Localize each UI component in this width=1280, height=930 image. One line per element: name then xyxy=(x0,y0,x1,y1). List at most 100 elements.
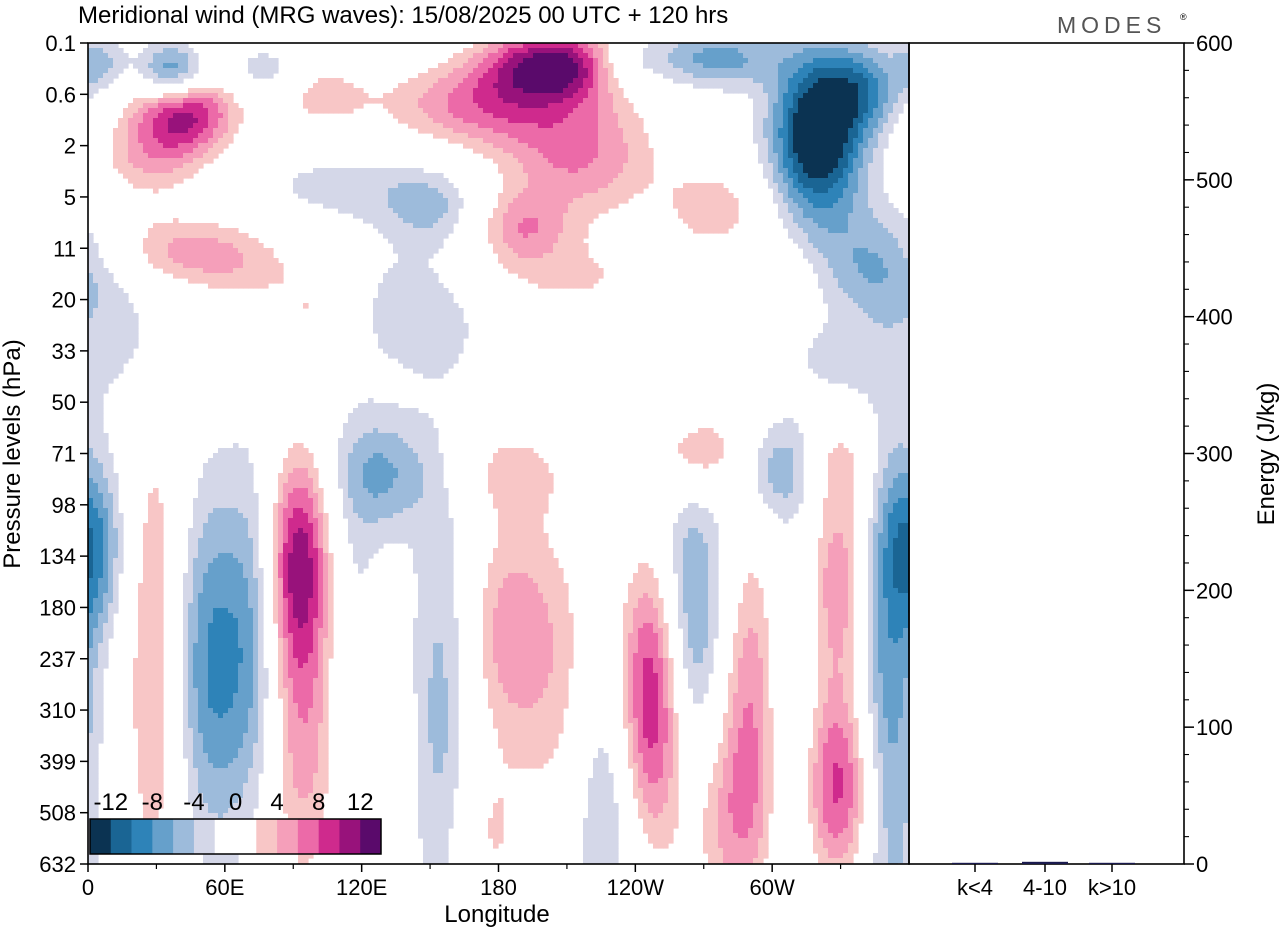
field-cell xyxy=(798,43,804,49)
field-cell xyxy=(178,48,184,54)
field-cell xyxy=(538,213,544,219)
field-cell xyxy=(408,78,414,84)
field-cell xyxy=(333,108,339,114)
field-cell xyxy=(868,198,874,204)
field-cell xyxy=(808,193,814,199)
field-cell xyxy=(793,148,799,154)
field-cell xyxy=(168,78,174,84)
field-cell xyxy=(133,128,139,134)
field-cell xyxy=(228,138,234,144)
field-cell xyxy=(508,88,514,94)
field-cell xyxy=(713,68,719,74)
field-cell xyxy=(483,48,489,54)
field-cell xyxy=(848,198,854,204)
field-cell xyxy=(203,158,209,164)
field-cell xyxy=(678,78,684,84)
field-cell xyxy=(513,223,519,229)
field-cell xyxy=(528,278,534,284)
field-cell xyxy=(883,98,889,104)
field-cell xyxy=(263,248,269,254)
field-cell xyxy=(263,53,269,59)
field-cell xyxy=(293,178,299,184)
field-cell xyxy=(508,158,514,164)
field-cell xyxy=(573,178,579,184)
field-cell xyxy=(708,203,714,209)
field-cell xyxy=(518,218,524,224)
field-cell xyxy=(693,53,699,59)
field-cell xyxy=(833,328,839,334)
field-cell xyxy=(853,293,859,299)
field-cell xyxy=(588,198,594,204)
field-cell xyxy=(818,198,824,204)
field-cell xyxy=(823,338,829,344)
field-cell xyxy=(538,73,544,79)
field-cell xyxy=(318,93,324,99)
field-cell xyxy=(193,268,199,274)
field-cell xyxy=(833,263,839,269)
field-cell xyxy=(133,123,139,129)
field-cell xyxy=(778,103,784,109)
field-cell xyxy=(558,213,564,219)
field-cell xyxy=(578,228,584,234)
field-cell xyxy=(778,178,784,184)
field-cell xyxy=(368,218,374,224)
field-cell xyxy=(153,108,159,114)
field-cell xyxy=(143,143,149,149)
field-cell xyxy=(773,88,779,94)
field-cell xyxy=(388,273,394,279)
field-cell xyxy=(498,228,504,234)
field-cell xyxy=(828,103,834,109)
field-cell xyxy=(853,233,859,239)
field-cell xyxy=(598,133,604,139)
field-cell xyxy=(93,258,99,264)
field-cell xyxy=(418,238,424,244)
field-cell xyxy=(528,208,534,214)
field-cell xyxy=(148,103,154,109)
field-cell xyxy=(873,173,879,179)
field-cell xyxy=(838,68,844,74)
field-cell xyxy=(513,138,519,144)
field-cell xyxy=(533,248,539,254)
field-cell xyxy=(153,228,159,234)
field-cell xyxy=(443,288,449,294)
field-cell xyxy=(183,223,189,229)
field-cell xyxy=(398,278,404,284)
field-cell xyxy=(783,173,789,179)
field-cell xyxy=(143,58,149,64)
field-cell xyxy=(703,78,709,84)
field-cell xyxy=(398,173,404,179)
field-cell xyxy=(558,68,564,74)
field-cell xyxy=(468,88,474,94)
field-cell xyxy=(903,318,909,324)
field-cell xyxy=(593,153,599,159)
field-cell xyxy=(843,208,849,214)
field-cell xyxy=(418,293,424,299)
field-cell xyxy=(878,178,884,184)
field-cell xyxy=(548,283,554,289)
field-cell xyxy=(458,98,464,104)
field-cell xyxy=(133,333,139,339)
field-cell xyxy=(173,163,179,169)
field-cell xyxy=(473,53,479,59)
field-cell xyxy=(613,78,619,84)
field-cell xyxy=(793,133,799,139)
field-cell xyxy=(848,103,854,109)
field-cell xyxy=(488,223,494,229)
field-cell xyxy=(853,198,859,204)
field-cell xyxy=(308,88,314,94)
field-cell xyxy=(723,198,729,204)
field-cell xyxy=(438,118,444,124)
field-cell xyxy=(88,293,94,299)
field-cell xyxy=(823,123,829,129)
field-cell xyxy=(768,88,774,94)
field-cell xyxy=(113,308,119,314)
field-cell xyxy=(103,78,109,84)
field-cell xyxy=(223,283,229,289)
field-cell xyxy=(538,133,544,139)
field-cell xyxy=(848,48,854,54)
field-cell xyxy=(153,98,159,104)
field-cell xyxy=(213,108,219,114)
field-cell xyxy=(113,63,119,69)
field-cell xyxy=(643,53,649,59)
field-cell xyxy=(588,118,594,124)
